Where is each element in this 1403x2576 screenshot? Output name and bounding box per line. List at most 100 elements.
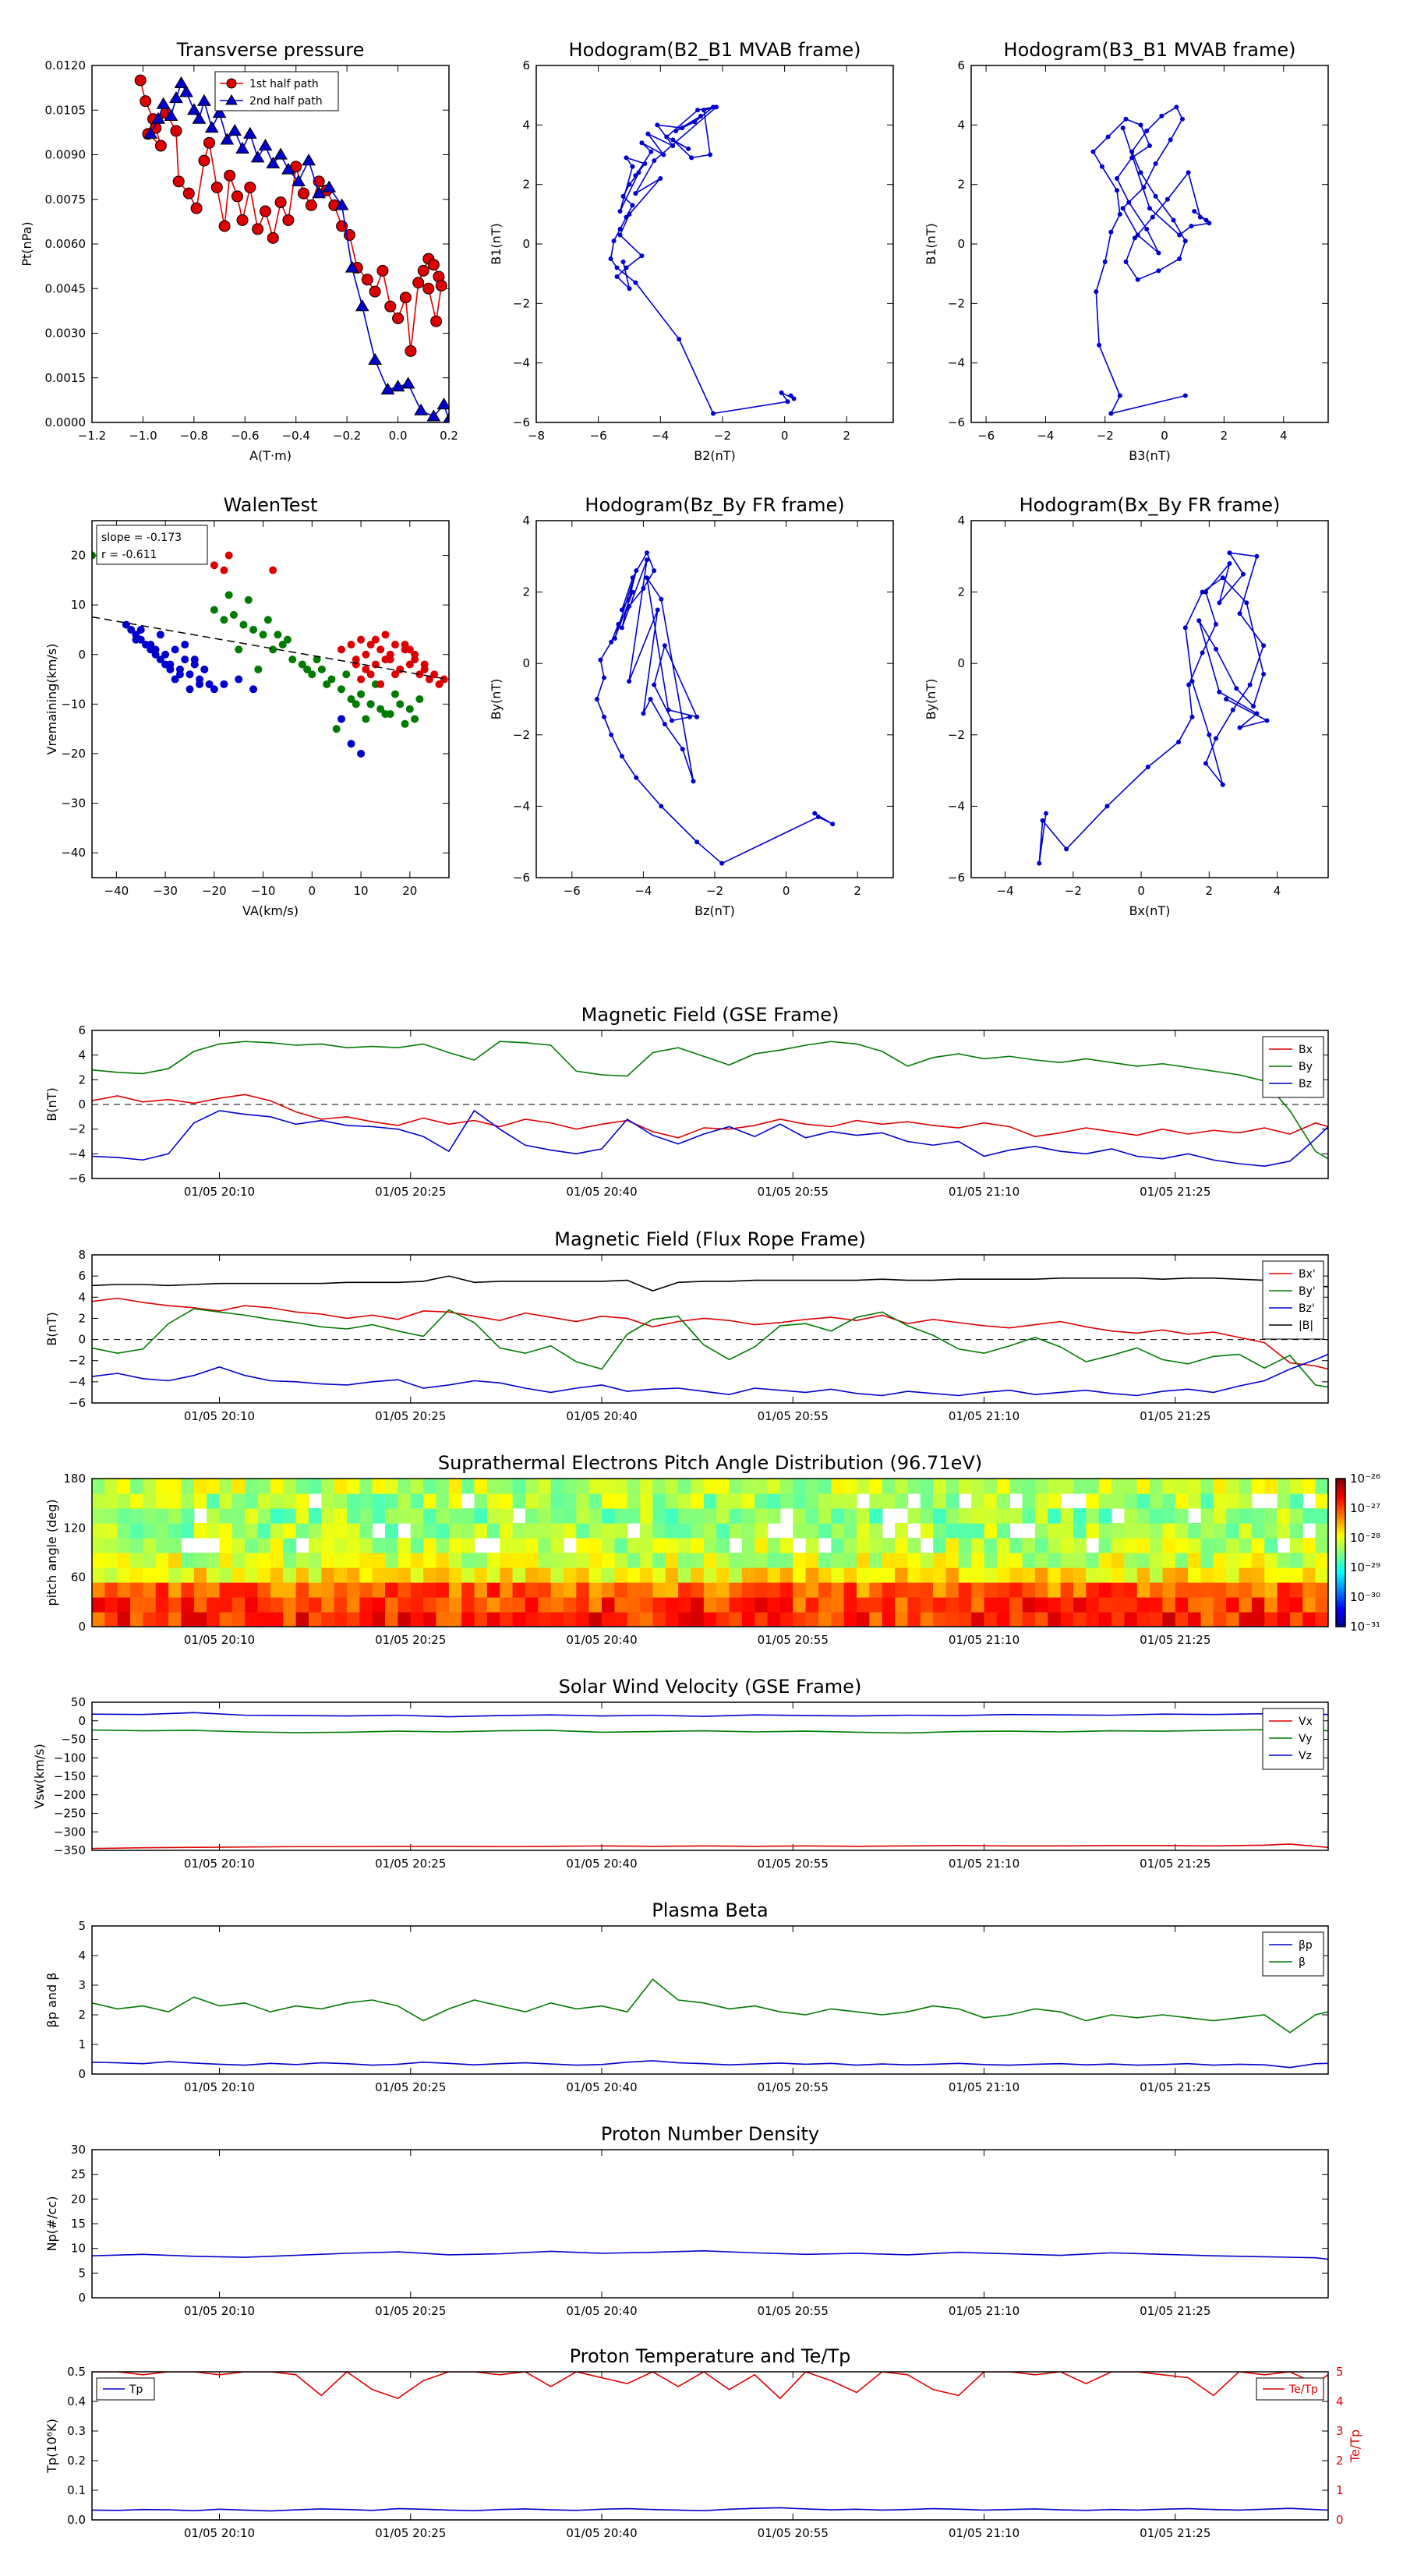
heatmap-cell (563, 1553, 577, 1568)
heatmap-cell (143, 1493, 157, 1509)
heatmap-cell (755, 1479, 769, 1494)
heatmap-cell (423, 1523, 437, 1539)
heatmap-cell (500, 1493, 514, 1509)
data-point (196, 680, 204, 688)
data-point (1217, 689, 1222, 694)
heatmap-cell (779, 1597, 793, 1613)
heatmap-cell (1098, 1612, 1112, 1627)
heatmap-cell (168, 1582, 182, 1598)
data-point (1123, 259, 1129, 264)
data-point (161, 650, 170, 659)
heatmap-cell (423, 1567, 437, 1583)
legend-label: 2nd half path (249, 95, 323, 108)
heatmap-cell (971, 1493, 985, 1509)
heatmap-cell (1302, 1612, 1316, 1627)
heatmap-cell (1111, 1538, 1125, 1553)
data-point (1135, 277, 1140, 282)
heatmap-cell (1124, 1567, 1138, 1583)
heatmap-cell (1111, 1582, 1125, 1598)
data-point (1203, 761, 1208, 766)
heatmap-cell (1302, 1553, 1316, 1568)
x-axis-ticks: 01/05 20:10 01/05 20:25 01/05 20:40 01/05 2… (184, 1255, 1210, 1423)
heatmap-cell (729, 1582, 743, 1598)
heatmap-cell (882, 1493, 896, 1509)
series-line-0 (92, 2250, 1328, 2260)
heatmap-cell (347, 1479, 360, 1494)
data-point (1196, 618, 1202, 624)
chart-title: Solar Wind Velocity (GSE Frame) (559, 1676, 862, 1698)
heatmap-cell (793, 1479, 807, 1494)
heatmap-cell (117, 1479, 131, 1494)
heatmap-cell (627, 1567, 641, 1583)
y-tick-label: −4 (948, 356, 965, 370)
heatmap-cell (843, 1597, 857, 1613)
data-point (633, 173, 638, 178)
heatmap-cell (155, 1508, 169, 1524)
data-point (396, 700, 405, 708)
heatmap-cell (1022, 1597, 1036, 1613)
data-point (302, 154, 316, 166)
heatmap-cell (1048, 1597, 1062, 1613)
data-point (1179, 116, 1185, 122)
heatmap-cell (1150, 1538, 1164, 1553)
data-point (366, 670, 375, 679)
data-point (171, 675, 179, 684)
heatmap-cell (1200, 1508, 1214, 1524)
data-point (440, 675, 448, 684)
heatmap-cell (958, 1582, 972, 1598)
heatmap-cell (130, 1538, 144, 1553)
heatmap-cell (755, 1582, 769, 1598)
heatmap-cell (1200, 1567, 1214, 1583)
y-tick-label: 8 (78, 1248, 86, 1262)
data-point (641, 711, 646, 716)
heatmap-cell (486, 1612, 500, 1627)
heatmap-cell (1098, 1523, 1112, 1539)
data-point (305, 199, 317, 211)
series-line (1038, 552, 1269, 864)
heatmap-cell (372, 1582, 386, 1598)
heatmap-cell (1277, 1567, 1291, 1583)
y-tick-label: 2 (78, 1072, 86, 1087)
data-point (357, 749, 366, 758)
data-point (182, 187, 195, 200)
heatmap-cell (1060, 1523, 1074, 1539)
heatmap-cell (1277, 1582, 1291, 1598)
data-point (617, 226, 623, 231)
heatmap-cell (716, 1582, 730, 1598)
heatmap-cell (1162, 1597, 1176, 1613)
heatmap-cell (741, 1508, 755, 1524)
heatmap-cell (1009, 1597, 1023, 1613)
heatmap-cell (818, 1567, 832, 1583)
heatmap-cell (920, 1508, 934, 1524)
colorbar-segment (1336, 1535, 1345, 1539)
heatmap-cell (1048, 1538, 1062, 1553)
x-tick-label: 01/05 20:10 (184, 2304, 255, 2318)
heatmap-cell (1022, 1508, 1036, 1524)
heatmap-cell (1264, 1479, 1278, 1494)
heatmap-cell (678, 1597, 692, 1613)
data-point (1234, 686, 1239, 691)
heatmap-cell (1289, 1523, 1303, 1539)
heatmap-cell (359, 1493, 373, 1509)
y-tick-label: 20 (71, 549, 86, 563)
heatmap-cell (793, 1582, 807, 1598)
x-tick-label: 01/05 21:10 (949, 2304, 1020, 2318)
data-point (620, 193, 626, 199)
heatmap-cell (971, 1479, 985, 1494)
data-point (1129, 155, 1135, 161)
heatmap-cell (755, 1597, 769, 1613)
data-point (652, 568, 657, 574)
heatmap-cell (1315, 1612, 1328, 1627)
heatmap-cell (423, 1553, 437, 1568)
y-tick-label: 0 (78, 1333, 86, 1347)
x-tick-label: 01/05 21:25 (1140, 1185, 1210, 1199)
heatmap-cell (703, 1567, 717, 1583)
heatmap-cell (767, 1567, 781, 1583)
heatmap-cell (1086, 1582, 1100, 1598)
heatmap-cell (588, 1538, 603, 1553)
heatmap-cell (767, 1612, 781, 1627)
heatmap-cell (219, 1567, 233, 1583)
heatmap-cell (1200, 1553, 1214, 1568)
x-tick-label: 0 (309, 884, 316, 898)
heatmap-cell (270, 1508, 284, 1524)
